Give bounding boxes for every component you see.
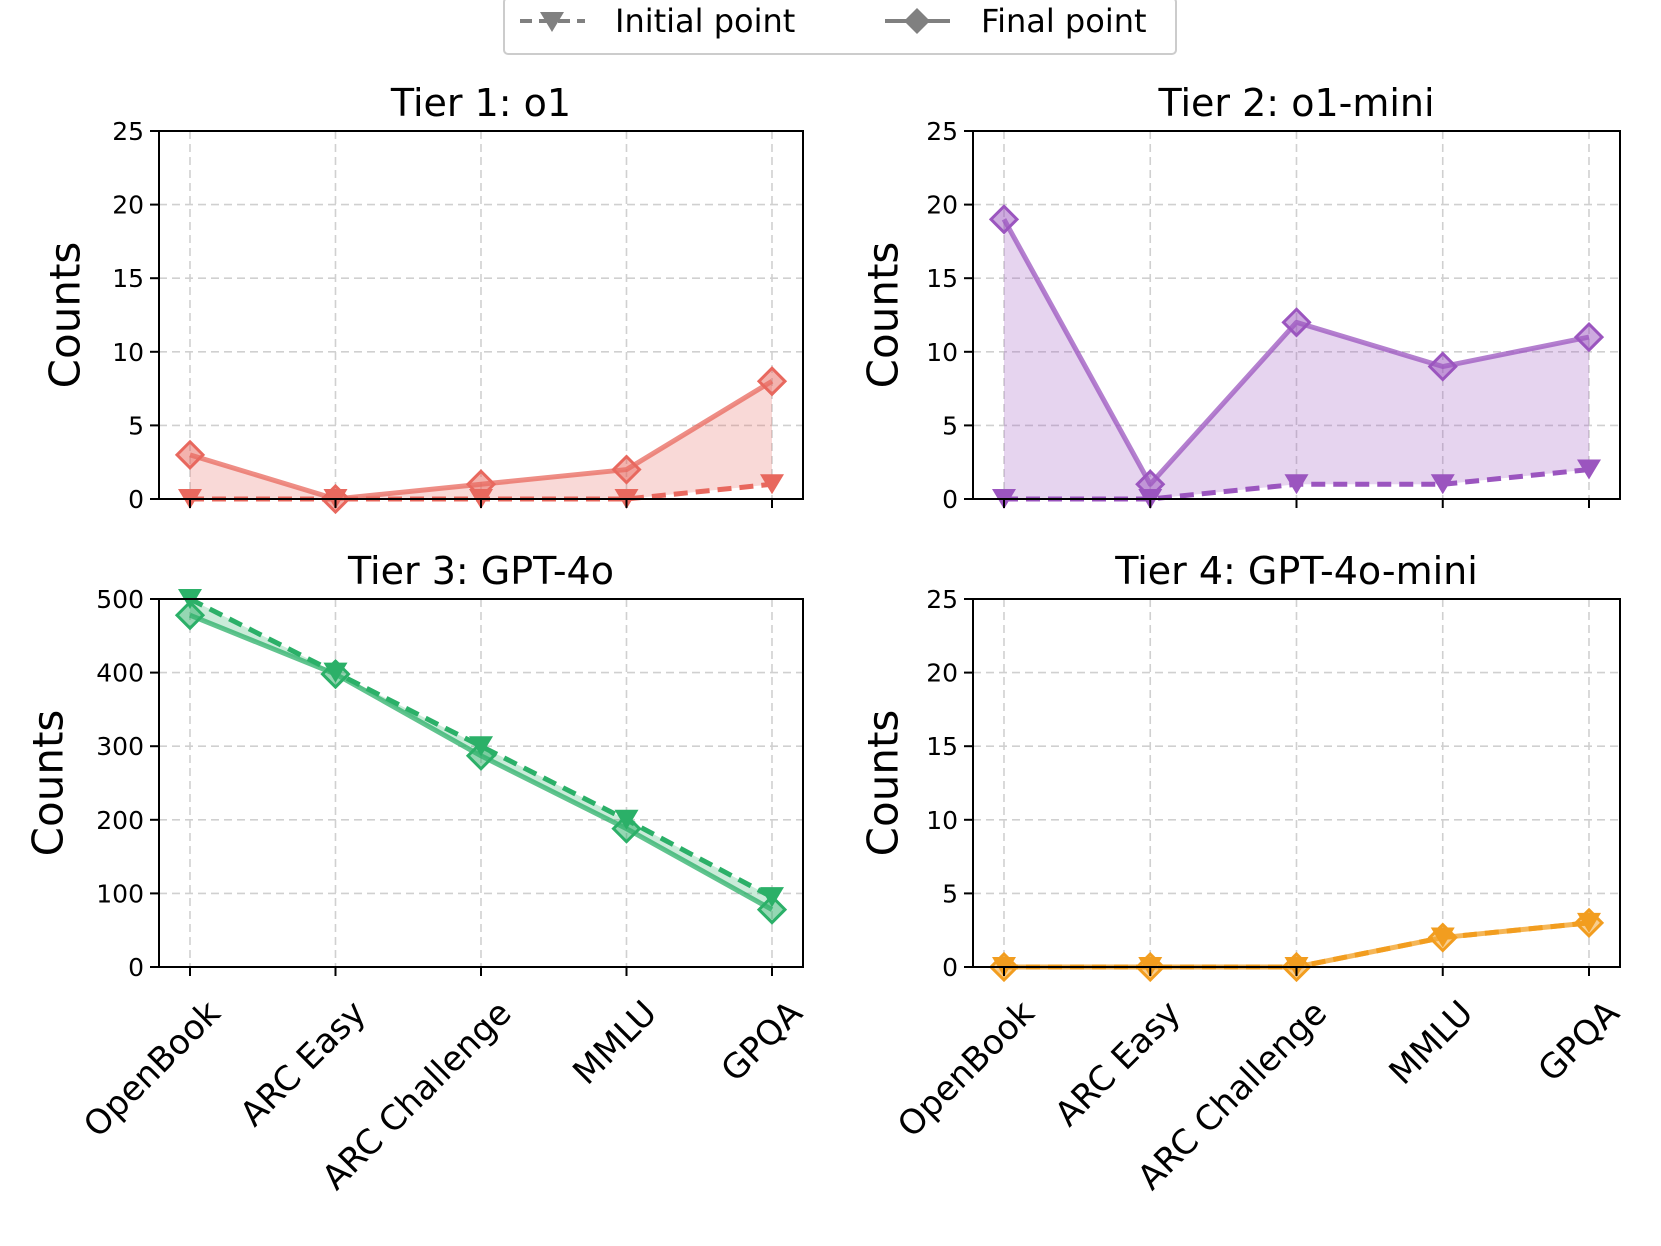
final-point-marker	[611, 454, 642, 485]
final-point-marker	[988, 204, 1020, 235]
panel-title: Tier 4: GPT-4o-mini	[1114, 549, 1478, 593]
y-axis-title: Counts	[41, 242, 90, 389]
legend-final-label: Final point	[981, 2, 1147, 40]
final-point-marker	[1281, 307, 1312, 338]
final-point-marker	[756, 894, 788, 925]
x-tick-label: ARC Easy	[1047, 993, 1188, 1134]
legend-initial-label: Initial point	[615, 2, 795, 40]
x-tick-label: GPQA	[1531, 993, 1628, 1090]
y-tick-label: 20	[926, 659, 958, 688]
x-tick-label: MMLU	[565, 993, 665, 1093]
y-tick-label: 10	[112, 338, 144, 367]
initial-point-marker	[1577, 912, 1601, 933]
final-point-marker	[756, 366, 788, 397]
y-tick-label: 15	[926, 732, 958, 761]
chart-panel-2: 0 5 10 15 20 25 Tier 2: o1-mini Counts	[859, 81, 1621, 514]
y-tick-label: 10	[926, 338, 958, 367]
initial-point-marker	[1430, 474, 1455, 495]
x-tick-label: OpenBook	[890, 993, 1043, 1146]
initial-point-marker	[1577, 459, 1601, 480]
y-tick-label: 0	[128, 485, 144, 514]
legend-box	[503, 0, 1177, 55]
x-tick-label: ARC Easy	[233, 993, 374, 1134]
legend-initial-marker	[540, 12, 564, 32]
y-tick-label: 20	[112, 191, 144, 220]
y-tick-label: 200	[96, 806, 144, 835]
y-tick-label: 5	[128, 411, 144, 440]
y-axis-title: Counts	[24, 710, 73, 857]
initial-point-marker	[760, 887, 784, 908]
y-tick-label: 0	[942, 953, 958, 982]
initial-point-marker	[469, 736, 493, 757]
y-tick-label: 15	[112, 264, 144, 293]
y-tick-label: 0	[942, 485, 958, 514]
y-tick-label: 20	[926, 191, 958, 220]
y-tick-label: 300	[96, 732, 144, 761]
y-tick-label: 100	[96, 879, 144, 908]
final-point-marker	[174, 439, 206, 470]
y-tick-label: 15	[926, 264, 958, 293]
panel-title: Tier 2: o1-mini	[1157, 81, 1434, 125]
x-tick-label: MMLU	[1382, 993, 1482, 1093]
x-tick-label: GPQA	[714, 993, 811, 1090]
y-tick-label: 25	[926, 117, 958, 146]
initial-point-marker	[614, 809, 639, 830]
legend-final-marker	[904, 8, 930, 34]
chart-panels: 0 5 10 15 20 25 Tier 1: o1 Counts 0 5 10 15 20 25 Tier…	[24, 81, 1628, 1198]
y-axis-title: Counts	[859, 242, 908, 389]
initial-point-marker	[1430, 927, 1455, 948]
y-axis-title: Counts	[859, 710, 908, 857]
initial-point-marker	[1284, 474, 1309, 495]
initial-point-marker	[760, 474, 784, 495]
y-tick-label: 0	[128, 953, 144, 982]
fill-between-area	[1004, 219, 1589, 499]
y-tick-label: 500	[96, 585, 144, 614]
y-tick-label: 5	[942, 411, 958, 440]
y-tick-label: 25	[926, 585, 958, 614]
final-point-marker	[1427, 351, 1458, 382]
initial-point-marker	[323, 662, 348, 683]
y-tick-label: 400	[96, 659, 144, 688]
chart-panel-1: 0 5 10 15 20 25 Tier 1: o1 Counts	[41, 81, 804, 515]
panel-title: Tier 1: o1	[390, 81, 571, 125]
x-tick-label: OpenBook	[76, 993, 229, 1146]
y-tick-label: 25	[112, 117, 144, 146]
y-tick-label: 10	[926, 806, 958, 835]
final-point-marker	[1573, 321, 1605, 353]
panel-title: Tier 3: GPT-4o	[347, 549, 614, 593]
y-tick-label: 5	[942, 879, 958, 908]
legend: Initial point Final point	[503, 0, 1177, 55]
final-point-marker	[174, 600, 206, 631]
